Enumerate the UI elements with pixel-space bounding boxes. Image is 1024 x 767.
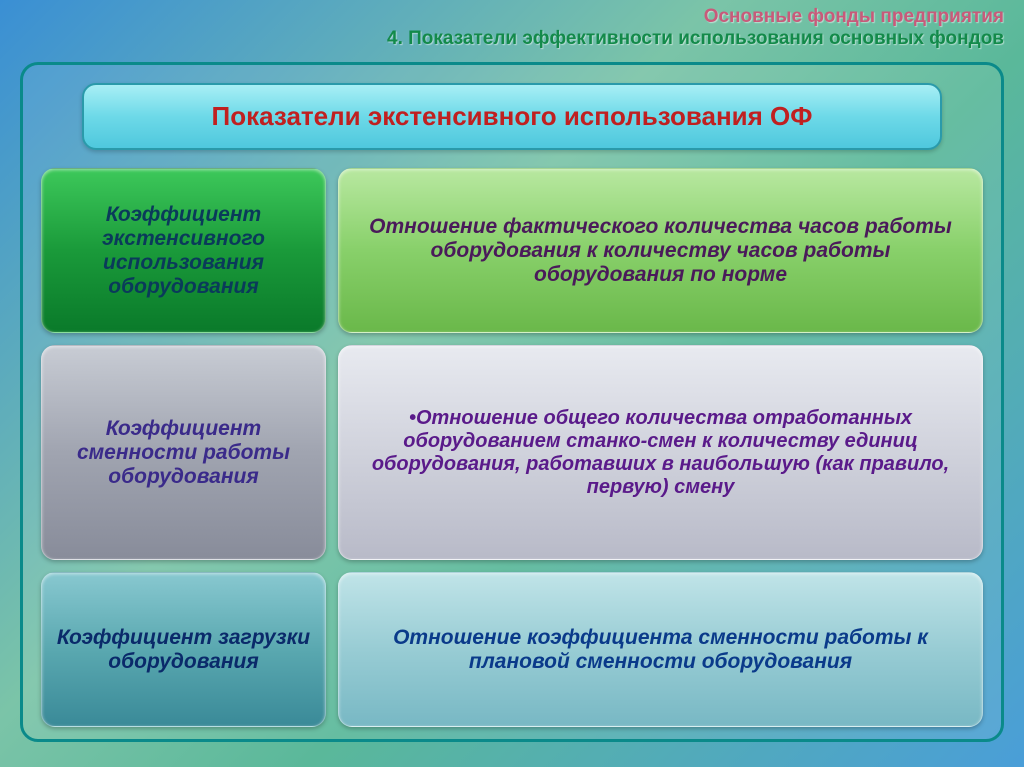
indicator-desc: Отношение фактического количества часов … bbox=[367, 215, 954, 287]
indicator-name-box: Коэффициент загрузки оборудования bbox=[41, 572, 326, 727]
indicator-desc-box: •Отношение общего количества отработанны… bbox=[338, 345, 983, 560]
indicator-desc-box: Отношение фактического количества часов … bbox=[338, 168, 983, 333]
header-topic: Основные фонды предприятия bbox=[20, 6, 1004, 28]
indicator-desc: •Отношение общего количества отработанны… bbox=[367, 407, 954, 499]
rows-container: Коэффициент экстенсивного использования … bbox=[23, 168, 1001, 727]
indicator-row: Коэффициент загрузки оборудования Отноше… bbox=[41, 572, 983, 727]
indicator-name: Коэффициент сменности работы оборудовани… bbox=[56, 417, 311, 489]
title-box: Показатели экстенсивного использования О… bbox=[82, 83, 943, 150]
indicator-row: Коэффициент сменности работы оборудовани… bbox=[41, 345, 983, 560]
indicator-name: Коэффициент экстенсивного использования … bbox=[56, 203, 311, 299]
content-frame: Показатели экстенсивного использования О… bbox=[20, 62, 1004, 742]
slide-title: Показатели экстенсивного использования О… bbox=[212, 101, 813, 131]
slide-header: Основные фонды предприятия 4. Показатели… bbox=[0, 0, 1024, 54]
indicator-name-box: Коэффициент экстенсивного использования … bbox=[41, 168, 326, 333]
header-section: 4. Показатели эффективности использовани… bbox=[20, 28, 1004, 50]
indicator-desc: Отношение коэффициента сменности работы … bbox=[367, 626, 954, 674]
indicator-name-box: Коэффициент сменности работы оборудовани… bbox=[41, 345, 326, 560]
indicator-row: Коэффициент экстенсивного использования … bbox=[41, 168, 983, 333]
indicator-name: Коэффициент загрузки оборудования bbox=[56, 626, 311, 674]
indicator-desc-box: Отношение коэффициента сменности работы … bbox=[338, 572, 983, 727]
